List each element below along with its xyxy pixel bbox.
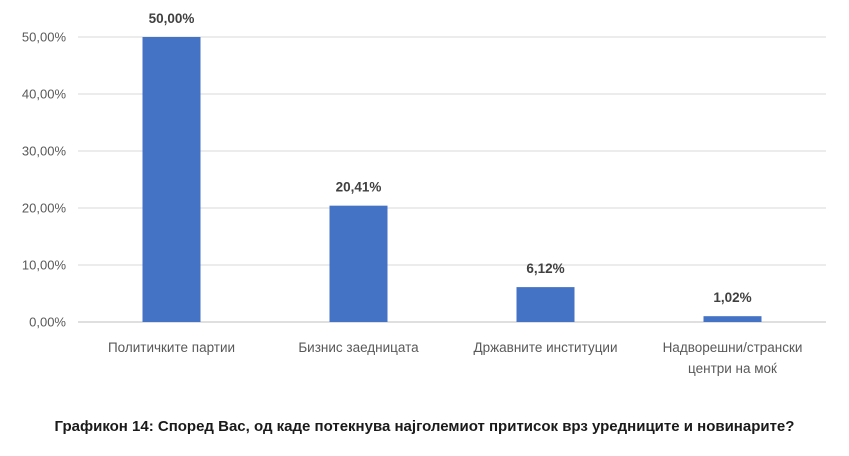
data-label: 50,00%	[149, 11, 195, 26]
y-tick-label: 50,00%	[22, 30, 67, 45]
bar	[516, 287, 575, 322]
chart-caption: Графикон 14: Според Вас, од каде потекну…	[54, 418, 795, 435]
category-label-line: центри на моќ	[688, 361, 777, 376]
y-tick-label: 0,00%	[29, 315, 66, 330]
category-label-line: Политичките партии	[108, 340, 235, 355]
bar	[329, 205, 388, 322]
bar	[142, 37, 201, 322]
category-label-line: Надворешни/странски	[663, 340, 803, 355]
bar	[703, 316, 762, 322]
category-label: Државните институции	[473, 340, 617, 355]
y-tick-label: 20,00%	[22, 201, 67, 216]
category-label: Политичките партии	[108, 340, 235, 355]
gridlines	[78, 36, 826, 323]
category-label-line: Државните институции	[473, 340, 617, 355]
category-label: Бизнис заедницата	[298, 340, 419, 355]
category-labels: Политичките партии Бизнис заедницата Држав…	[108, 340, 802, 376]
y-tick-label: 10,00%	[22, 258, 67, 273]
y-tick-label: 30,00%	[22, 144, 67, 159]
data-label: 1,02%	[713, 290, 751, 305]
bar-chart: 0,00% 10,00% 20,00% 30,00% 40,00% 50,00% 50,0…	[22, 11, 826, 376]
data-label: 20,41%	[336, 180, 382, 195]
y-axis-ticks: 0,00% 10,00% 20,00% 30,00% 40,00% 50,00%	[22, 30, 67, 330]
category-label-line: Бизнис заедницата	[298, 340, 419, 355]
category-label: Надворешни/странски центри на моќ	[663, 340, 803, 376]
data-labels: 50,00% 20,41% 6,12% 1,02%	[149, 11, 752, 305]
data-label: 6,12%	[526, 261, 564, 276]
bars	[142, 37, 762, 322]
y-tick-label: 40,00%	[22, 87, 67, 102]
